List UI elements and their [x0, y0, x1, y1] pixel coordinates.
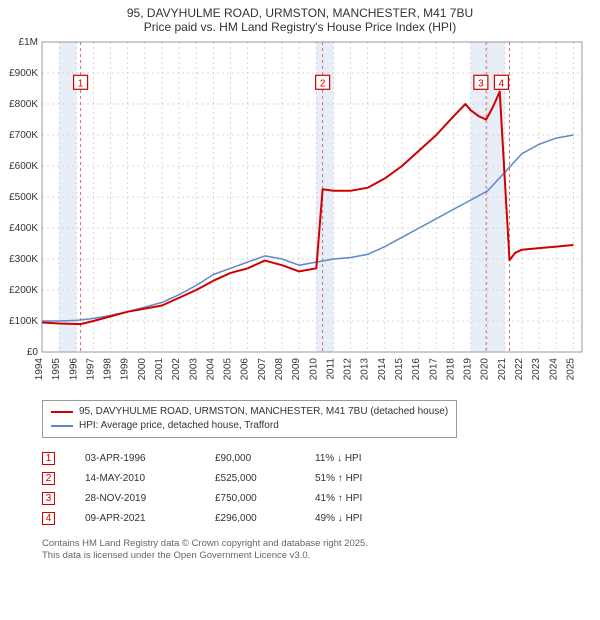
legend-label: 95, DAVYHULME ROAD, URMSTON, MANCHESTER,…: [79, 405, 448, 419]
svg-text:2020: 2020: [480, 358, 491, 381]
svg-text:2000: 2000: [137, 358, 148, 381]
svg-text:2012: 2012: [343, 358, 354, 381]
svg-text:2006: 2006: [240, 358, 251, 381]
svg-text:2013: 2013: [360, 358, 371, 381]
footer-line1: Contains HM Land Registry data © Crown c…: [42, 538, 600, 550]
svg-text:1995: 1995: [51, 358, 62, 381]
svg-text:2014: 2014: [377, 358, 388, 381]
sale-price: £296,000: [215, 513, 315, 524]
svg-text:2001: 2001: [154, 358, 165, 381]
svg-text:£1M: £1M: [19, 37, 38, 48]
sale-marker: 4: [42, 512, 55, 525]
svg-text:£500K: £500K: [9, 192, 38, 203]
sale-price: £525,000: [215, 473, 315, 484]
svg-text:2024: 2024: [548, 358, 559, 381]
sales-row: 3 28-NOV-2019£750,00041% ↑ HPI: [42, 488, 600, 508]
sale-delta: 51% ↑ HPI: [315, 473, 415, 484]
chart-title: 95, DAVYHULME ROAD, URMSTON, MANCHESTER,…: [0, 0, 600, 36]
svg-text:£600K: £600K: [9, 161, 38, 172]
title-line2: Price paid vs. HM Land Registry's House …: [0, 20, 600, 34]
footer-line2: This data is licensed under the Open Gov…: [42, 550, 600, 562]
svg-text:2021: 2021: [497, 358, 508, 381]
legend-swatch: [51, 425, 73, 427]
svg-text:2004: 2004: [205, 358, 216, 381]
svg-text:1994: 1994: [34, 358, 45, 381]
legend-item: 95, DAVYHULME ROAD, URMSTON, MANCHESTER,…: [51, 405, 448, 419]
svg-text:1998: 1998: [103, 358, 114, 381]
svg-text:£0: £0: [27, 347, 39, 358]
chart-area: £0 £100K £200K £300K £400K £500K £600K £700K £80…: [0, 36, 600, 392]
sale-date: 09-APR-2021: [85, 513, 215, 524]
sale-delta: 49% ↓ HPI: [315, 513, 415, 524]
svg-text:£400K: £400K: [9, 223, 38, 234]
sale-date: 28-NOV-2019: [85, 493, 215, 504]
footer-attribution: Contains HM Land Registry data © Crown c…: [42, 538, 600, 562]
svg-text:2007: 2007: [257, 358, 268, 381]
svg-text:2003: 2003: [188, 358, 199, 381]
sale-date: 03-APR-1996: [85, 453, 215, 464]
sale-delta: 11% ↓ HPI: [315, 453, 415, 464]
legend-item: HPI: Average price, detached house, Traf…: [51, 419, 448, 433]
svg-text:1: 1: [78, 78, 84, 89]
svg-text:£300K: £300K: [9, 254, 38, 265]
sale-delta: 41% ↑ HPI: [315, 493, 415, 504]
svg-text:2019: 2019: [463, 358, 474, 381]
svg-text:2015: 2015: [394, 358, 405, 381]
legend-swatch: [51, 411, 73, 413]
svg-text:£900K: £900K: [9, 68, 38, 79]
sales-table: 1 03-APR-1996£90,00011% ↓ HPI 2 14-MAY-2010…: [42, 448, 600, 528]
svg-text:2009: 2009: [291, 358, 302, 381]
svg-text:2017: 2017: [428, 358, 439, 381]
sale-marker: 2: [42, 472, 55, 485]
title-line1: 95, DAVYHULME ROAD, URMSTON, MANCHESTER,…: [0, 6, 600, 20]
svg-text:£200K: £200K: [9, 285, 38, 296]
svg-text:3: 3: [478, 78, 484, 89]
sale-price: £90,000: [215, 453, 315, 464]
sales-row: 1 03-APR-1996£90,00011% ↓ HPI: [42, 448, 600, 468]
svg-text:1999: 1999: [120, 358, 131, 381]
legend-label: HPI: Average price, detached house, Traf…: [79, 419, 279, 433]
svg-text:2018: 2018: [445, 358, 456, 381]
legend: 95, DAVYHULME ROAD, URMSTON, MANCHESTER,…: [42, 400, 457, 438]
svg-text:1997: 1997: [85, 358, 96, 381]
svg-text:2025: 2025: [565, 358, 576, 381]
svg-text:2022: 2022: [514, 358, 525, 381]
svg-text:4: 4: [499, 78, 505, 89]
svg-text:£100K: £100K: [9, 316, 38, 327]
svg-text:2016: 2016: [411, 358, 422, 381]
svg-text:2008: 2008: [274, 358, 285, 381]
svg-text:1996: 1996: [68, 358, 79, 381]
sale-marker: 3: [42, 492, 55, 505]
sales-row: 4 09-APR-2021£296,00049% ↓ HPI: [42, 508, 600, 528]
svg-text:2011: 2011: [325, 358, 336, 380]
sale-date: 14-MAY-2010: [85, 473, 215, 484]
svg-text:2023: 2023: [531, 358, 542, 381]
line-chart-svg: £0 £100K £200K £300K £400K £500K £600K £700K £80…: [0, 36, 590, 392]
svg-text:2010: 2010: [308, 358, 319, 381]
svg-text:2005: 2005: [223, 358, 234, 381]
svg-text:£800K: £800K: [9, 99, 38, 110]
svg-text:2: 2: [320, 78, 326, 89]
sales-row: 2 14-MAY-2010£525,00051% ↑ HPI: [42, 468, 600, 488]
svg-text:£700K: £700K: [9, 130, 38, 141]
sale-marker: 1: [42, 452, 55, 465]
svg-text:2002: 2002: [171, 358, 182, 381]
sale-price: £750,000: [215, 493, 315, 504]
